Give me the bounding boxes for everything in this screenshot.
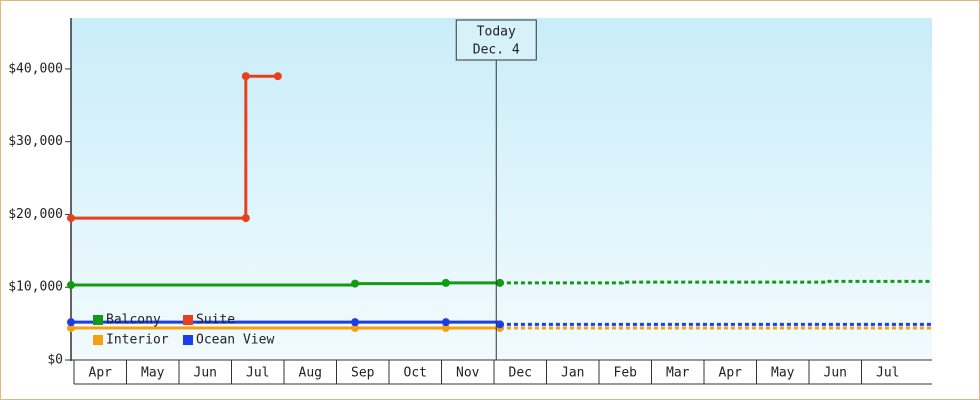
x-tick-label: Jan xyxy=(561,366,584,381)
x-tick-label: Nov xyxy=(456,366,480,381)
x-tick-label: May xyxy=(141,366,165,381)
today-box xyxy=(455,19,537,61)
forecast-line xyxy=(499,279,932,285)
x-tick-label: May xyxy=(771,366,795,381)
legend-swatch xyxy=(93,315,103,325)
y-tick-label: $10,000 xyxy=(8,280,63,295)
x-tick-label: Jul xyxy=(246,366,269,381)
data-point xyxy=(351,323,360,332)
today-date: Dec. 4 xyxy=(473,43,520,58)
legend-label: Suite xyxy=(196,313,235,328)
data-point xyxy=(241,214,250,223)
data-point xyxy=(67,281,75,290)
data-point xyxy=(495,278,504,287)
plot-area xyxy=(71,18,932,360)
data-point xyxy=(351,318,360,327)
data-point xyxy=(241,72,250,81)
y-tick-label: $40,000 xyxy=(8,61,63,76)
data-point xyxy=(273,72,282,81)
legend-swatch xyxy=(183,315,193,325)
data-point xyxy=(351,279,360,288)
data-point xyxy=(441,323,450,332)
series-line xyxy=(71,74,278,220)
series-line xyxy=(71,281,500,287)
data-point xyxy=(67,323,75,332)
x-tick-label: Jul xyxy=(876,366,899,381)
x-tick-label: Apr xyxy=(719,366,743,381)
data-point xyxy=(495,320,504,329)
data-point xyxy=(67,214,75,223)
data-point xyxy=(441,278,450,287)
legend-swatch xyxy=(93,335,103,345)
x-tick-label: Jun xyxy=(824,366,847,381)
x-tick-label: Jun xyxy=(194,366,217,381)
x-tick-label: Oct xyxy=(404,366,427,381)
legend-swatch xyxy=(183,335,193,345)
data-point xyxy=(67,318,75,327)
x-tick-label: Dec xyxy=(509,366,532,381)
x-tick-label: Feb xyxy=(614,366,638,381)
x-tick-label: Mar xyxy=(666,366,690,381)
x-tick-label: Aug xyxy=(299,366,322,381)
today-label: Today xyxy=(477,25,516,40)
legend-label: Interior xyxy=(106,333,169,348)
legend-label: Balcony xyxy=(106,313,161,328)
y-tick-label: $30,000 xyxy=(8,134,63,149)
data-point xyxy=(441,318,450,327)
y-tick-label: $20,000 xyxy=(8,207,63,222)
x-tick-label: Apr xyxy=(89,366,113,381)
legend-label: Ocean View xyxy=(196,333,274,348)
x-tick-label: Sep xyxy=(351,366,375,381)
y-tick-label: $0 xyxy=(47,353,63,368)
